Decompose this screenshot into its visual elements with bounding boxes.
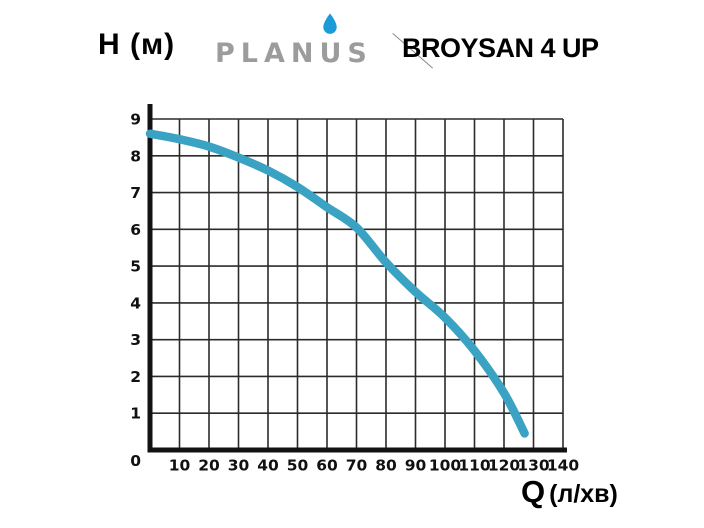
- water-drop-shape: [323, 13, 337, 34]
- y-tick-label: 2: [130, 368, 141, 386]
- x-tick-label: 70: [346, 457, 368, 475]
- x-tick-label: 100: [429, 457, 462, 475]
- brand-name: PLANUS: [215, 38, 373, 69]
- x-tick-label: 10: [169, 457, 191, 475]
- y-tick-label: 8: [130, 147, 141, 165]
- x-tick-label: 20: [198, 457, 220, 475]
- y-tick-label: 4: [130, 294, 141, 312]
- performance-curve: [145, 129, 529, 438]
- x-tick-label: 110: [458, 457, 491, 475]
- y-tick-label: 6: [130, 221, 141, 239]
- x-tick-label: 140: [547, 457, 580, 475]
- y-tick-label: 9: [130, 111, 141, 129]
- x-tick-label: 40: [257, 457, 279, 475]
- x-axis-symbol: Q: [521, 474, 546, 509]
- y-tick-label: 1: [130, 405, 141, 423]
- y-axis-title: H (м): [98, 28, 176, 61]
- pump-model-title: BROYSAN 4 UP: [402, 33, 599, 63]
- x-tick-label: 60: [316, 457, 338, 475]
- y-tick-label: 5: [130, 258, 141, 276]
- water-drop-icon: [323, 13, 337, 34]
- x-axis-unit: (л/хв): [549, 480, 618, 508]
- x-tick-label: 50: [287, 457, 309, 475]
- y-tick-label: 3: [130, 331, 141, 349]
- x-axis-title: Q (л/хв): [521, 474, 618, 510]
- x-tick-label: 130: [517, 457, 550, 475]
- x-tick-label: 90: [405, 457, 427, 475]
- planus-logo: PLANUS: [215, 12, 385, 69]
- y-tick-label: 7: [130, 184, 141, 202]
- x-tick-label: 120: [488, 457, 521, 475]
- x-tick-label: 80: [375, 457, 397, 475]
- x-tick-label: 30: [228, 457, 250, 475]
- y-tick-label: 0: [130, 452, 141, 470]
